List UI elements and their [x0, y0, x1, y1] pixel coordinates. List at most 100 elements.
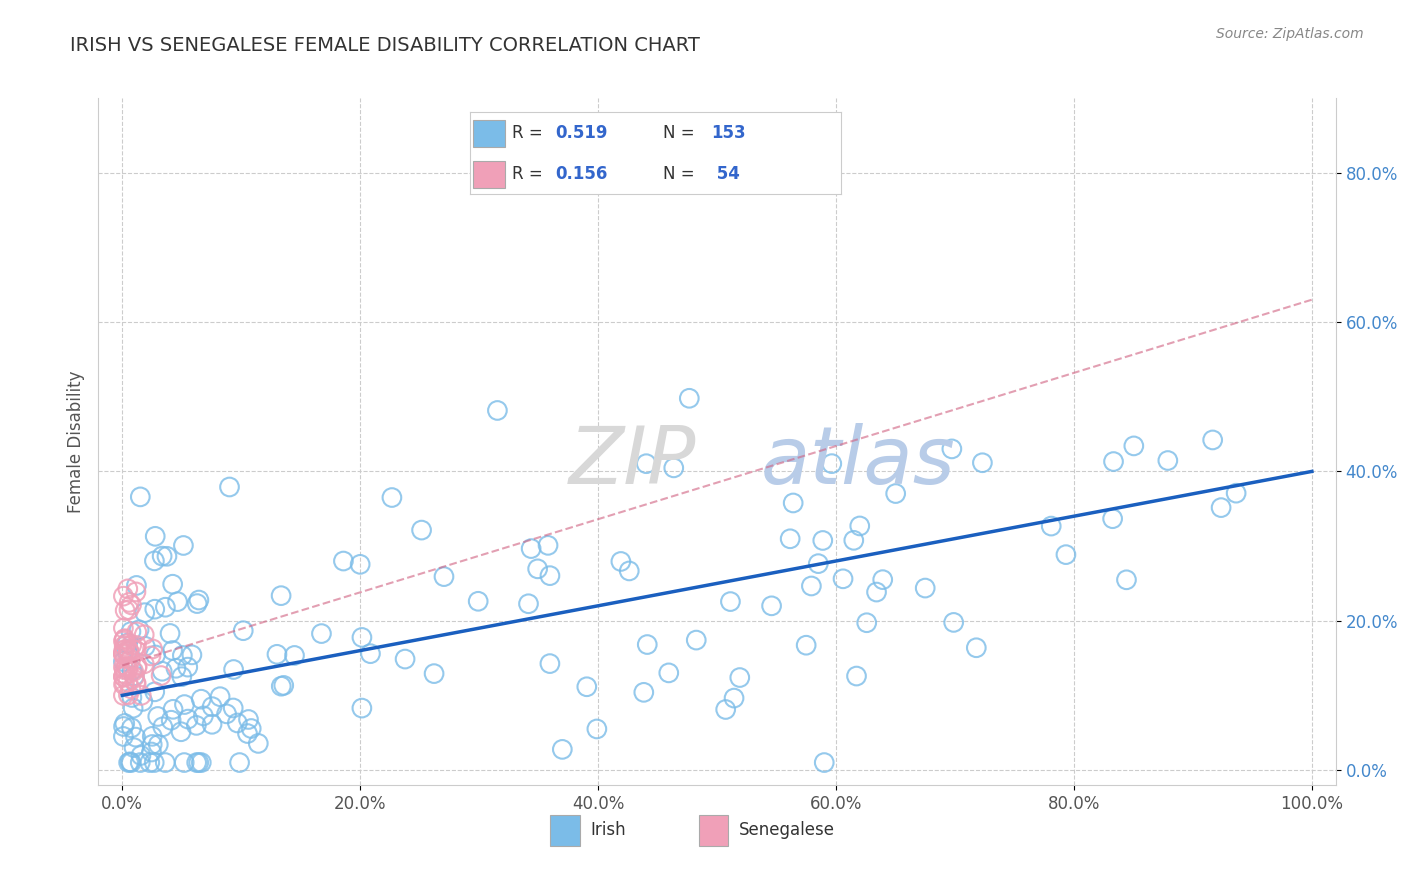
- Point: [1101, 512, 1123, 526]
- Point: [129, 748, 152, 763]
- Point: [884, 486, 907, 500]
- Point: [222, 663, 245, 677]
- Point: [215, 706, 238, 721]
- Point: [538, 657, 561, 671]
- Point: [156, 549, 179, 564]
- Point: [586, 722, 609, 736]
- Point: [150, 549, 173, 563]
- Point: [848, 519, 870, 533]
- Point: [228, 756, 250, 770]
- Point: [120, 681, 142, 696]
- Point: [965, 640, 987, 655]
- Point: [1225, 486, 1247, 500]
- Point: [112, 634, 135, 648]
- Point: [662, 461, 685, 475]
- Point: [148, 738, 170, 752]
- Point: [125, 585, 148, 599]
- Point: [311, 626, 333, 640]
- Point: [117, 643, 139, 657]
- Point: [779, 532, 801, 546]
- Point: [114, 676, 136, 690]
- Point: [173, 698, 195, 712]
- Point: [114, 666, 136, 681]
- Point: [619, 564, 641, 578]
- Point: [125, 624, 148, 639]
- Point: [187, 756, 209, 770]
- Point: [125, 676, 148, 690]
- Point: [160, 713, 183, 727]
- Point: [551, 742, 574, 756]
- Point: [132, 694, 155, 708]
- Point: [114, 642, 136, 657]
- Point: [124, 669, 146, 683]
- Point: [186, 718, 208, 732]
- Point: [359, 647, 381, 661]
- Point: [146, 709, 169, 723]
- Point: [134, 606, 156, 620]
- Point: [122, 701, 145, 715]
- Point: [159, 626, 181, 640]
- Point: [782, 496, 804, 510]
- Point: [122, 740, 145, 755]
- Point: [112, 643, 135, 657]
- Point: [150, 665, 173, 679]
- Point: [350, 631, 373, 645]
- Point: [218, 480, 240, 494]
- Point: [270, 589, 292, 603]
- Point: [972, 456, 994, 470]
- Point: [610, 554, 633, 568]
- Point: [112, 621, 135, 635]
- Point: [114, 603, 136, 617]
- Point: [266, 648, 288, 662]
- Point: [190, 692, 212, 706]
- Point: [143, 529, 166, 543]
- Point: [517, 597, 540, 611]
- Point: [467, 594, 489, 608]
- Text: ZIP: ZIP: [568, 423, 696, 501]
- Point: [872, 573, 894, 587]
- Point: [129, 689, 152, 703]
- Point: [155, 756, 177, 770]
- Point: [134, 628, 156, 642]
- Point: [124, 670, 146, 684]
- Point: [761, 599, 783, 613]
- Point: [865, 585, 887, 599]
- Point: [247, 736, 270, 750]
- Point: [636, 457, 658, 471]
- Point: [125, 639, 148, 653]
- Point: [1201, 433, 1223, 447]
- Point: [117, 663, 139, 677]
- Point: [723, 691, 745, 706]
- Point: [166, 594, 188, 608]
- Point: [117, 582, 139, 596]
- Point: [141, 738, 163, 752]
- Point: [845, 669, 868, 683]
- Point: [180, 648, 202, 662]
- Point: [129, 490, 152, 504]
- Point: [201, 717, 224, 731]
- Point: [381, 491, 404, 505]
- Point: [112, 660, 135, 674]
- Point: [122, 664, 145, 678]
- Point: [112, 730, 135, 744]
- Point: [118, 603, 141, 617]
- Point: [678, 392, 700, 406]
- Point: [162, 643, 184, 657]
- Point: [117, 688, 139, 702]
- Point: [209, 690, 232, 704]
- Point: [141, 745, 163, 759]
- Point: [172, 648, 194, 663]
- Point: [125, 661, 148, 675]
- Point: [112, 669, 135, 683]
- Point: [633, 685, 655, 699]
- Point: [134, 657, 156, 671]
- Point: [394, 652, 416, 666]
- Point: [821, 457, 844, 471]
- Point: [112, 663, 135, 677]
- Point: [1102, 454, 1125, 468]
- Point: [520, 541, 543, 556]
- Point: [142, 641, 165, 656]
- Point: [273, 678, 295, 692]
- Point: [222, 701, 245, 715]
- Point: [120, 756, 142, 770]
